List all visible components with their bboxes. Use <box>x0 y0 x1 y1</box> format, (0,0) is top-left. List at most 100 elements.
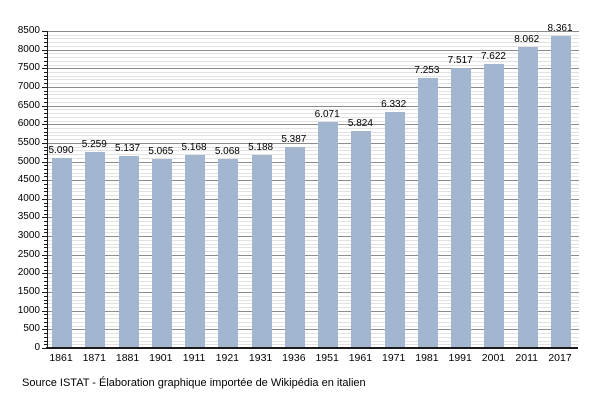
minor-gridline <box>48 295 579 297</box>
y-tick <box>44 243 47 245</box>
y-tick <box>42 236 47 238</box>
minor-gridline <box>48 34 579 36</box>
y-tick <box>44 72 47 74</box>
y-tick <box>44 232 47 234</box>
y-tick <box>44 75 47 77</box>
y-tick <box>44 258 47 260</box>
bar-1991 <box>451 67 472 348</box>
minor-gridline <box>48 109 579 111</box>
minor-gridline <box>48 79 579 81</box>
y-tick <box>44 42 47 44</box>
bar-value-label: 5.168 <box>181 142 207 154</box>
minor-gridline <box>48 139 579 141</box>
bar-1921 <box>218 159 239 348</box>
minor-gridline <box>48 280 579 282</box>
bar-1981 <box>417 77 438 348</box>
y-tick <box>42 348 47 349</box>
y-tick <box>44 172 47 174</box>
bar-1961 <box>351 130 372 348</box>
y-tick <box>44 265 47 267</box>
minor-gridline <box>48 90 579 92</box>
minor-gridline <box>48 221 579 223</box>
bar-value-label: 7.253 <box>414 64 440 76</box>
major-gridline <box>48 86 579 88</box>
y-tick-label: 6000 <box>17 118 40 130</box>
minor-gridline <box>48 98 579 100</box>
minor-gridline <box>48 284 579 286</box>
x-tick-label: 1961 <box>348 352 373 364</box>
minor-gridline <box>48 262 579 264</box>
y-tick <box>44 116 47 118</box>
minor-gridline <box>48 265 579 267</box>
minor-gridline <box>48 269 579 271</box>
major-gridline <box>48 254 579 256</box>
major-gridline <box>48 180 579 182</box>
y-tick-label: 8000 <box>17 43 40 55</box>
bar-value-label: 5.137 <box>115 143 141 155</box>
y-tick <box>44 239 47 241</box>
major-gridline <box>48 49 579 51</box>
minor-gridline <box>48 325 579 327</box>
y-tick <box>44 146 47 148</box>
minor-gridline <box>48 176 579 178</box>
y-tick <box>44 94 47 96</box>
major-gridline <box>48 198 579 200</box>
minor-gridline <box>48 213 579 215</box>
minor-gridline <box>48 146 579 148</box>
y-tick-label: 6500 <box>17 99 40 111</box>
major-gridline <box>48 292 579 294</box>
bar-2011 <box>517 47 538 348</box>
y-tick-label: 500 <box>23 323 40 335</box>
y-tick <box>44 157 47 159</box>
y-tick <box>42 292 47 294</box>
x-axis-line <box>46 347 578 349</box>
y-tick <box>44 60 47 62</box>
minor-gridline <box>48 113 579 115</box>
y-tick-label: 0 <box>34 342 40 353</box>
y-tick <box>42 49 47 51</box>
bar-value-label: 5.259 <box>81 138 107 150</box>
y-tick <box>42 310 47 312</box>
y-tick <box>44 34 47 36</box>
y-tick <box>44 127 47 129</box>
y-tick-label: 3000 <box>17 230 40 242</box>
y-tick <box>42 124 47 126</box>
y-tick <box>44 101 47 103</box>
x-tick-label: 1981 <box>415 352 439 364</box>
y-tick-label: 4500 <box>17 174 40 186</box>
minor-gridline <box>48 38 579 40</box>
bar-value-label: 5.824 <box>347 117 373 129</box>
y-tick <box>44 213 47 215</box>
y-tick <box>44 135 47 137</box>
minor-gridline <box>48 340 579 342</box>
minor-gridline <box>48 64 579 66</box>
y-tick <box>42 86 47 88</box>
bar-value-label: 7.622 <box>480 50 506 62</box>
y-tick-label: 8500 <box>17 25 40 36</box>
major-gridline <box>48 142 579 144</box>
y-tick <box>44 344 47 346</box>
minor-gridline <box>48 165 579 167</box>
y-tick <box>44 333 47 335</box>
bar-value-label: 5.188 <box>248 141 274 153</box>
minor-gridline <box>48 94 579 96</box>
y-tick <box>44 113 47 115</box>
minor-gridline <box>48 303 579 305</box>
minor-gridline <box>48 232 579 234</box>
y-tick <box>44 340 47 342</box>
minor-gridline <box>48 116 579 118</box>
bar-value-label: 8.361 <box>547 23 573 35</box>
minor-gridline <box>48 344 579 346</box>
bar-1911 <box>185 155 206 348</box>
y-tick <box>44 98 47 100</box>
bar-2017 <box>551 36 571 348</box>
minor-gridline <box>48 277 579 279</box>
y-tick <box>44 53 47 55</box>
minor-gridline <box>48 195 579 197</box>
minor-gridline <box>48 318 579 320</box>
minor-gridline <box>48 321 579 323</box>
x-tick-label: 1881 <box>115 352 140 364</box>
bar-value-label: 6.332 <box>381 98 407 110</box>
y-tick <box>44 325 47 327</box>
y-tick <box>44 206 47 208</box>
